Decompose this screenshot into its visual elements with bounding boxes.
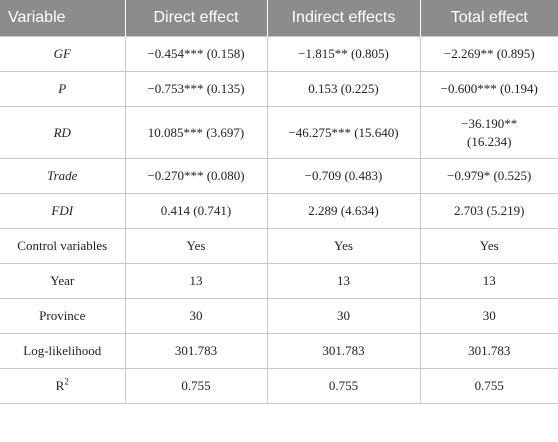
cell-total: 301.783 [419,333,558,369]
header-total-effect: Total effect [420,0,558,37]
r-squared-label: R [55,378,65,393]
cell-indirect: 301.783 [266,333,421,369]
header-variable: Variable [0,0,126,37]
table-row: Province 30 30 30 [0,298,558,334]
cell-indirect: Yes [266,228,421,264]
r-squared-superscript: 2 [64,376,69,387]
cell-direct: 301.783 [124,333,268,369]
row-label: Province [0,298,126,334]
row-label: Trade [0,158,126,194]
cell-direct: 0.755 [124,368,268,404]
table-row: Control variables Yes Yes Yes [0,228,558,264]
row-label: FDI [0,193,126,229]
cell-direct: −0.270*** (0.080) [124,158,268,194]
header-indirect-effects: Indirect effects [267,0,421,37]
cell-indirect: 13 [266,263,421,299]
cell-direct: Yes [124,228,268,264]
cell-indirect: 30 [266,298,421,334]
table-row: R2 0.755 0.755 0.755 [0,368,558,404]
cell-total: 13 [419,263,558,299]
cell-total: 30 [419,298,558,334]
row-label: P [0,71,126,107]
row-label: RD [0,106,126,159]
header-direct-effect: Direct effect [125,0,268,37]
row-label: R2 [0,368,126,404]
cell-indirect: 0.755 [266,368,421,404]
table-row: RD 10.085*** (3.697) −46.275*** (15.640)… [0,106,558,159]
table-row: P −0.753*** (0.135) 0.153 (0.225) −0.600… [0,71,558,107]
table-row: Year 13 13 13 [0,263,558,299]
table-row: GF −0.454*** (0.158) −1.815** (0.805) −2… [0,36,558,72]
cell-total: −0.600*** (0.194) [419,71,558,107]
cell-total: −2.269** (0.895) [419,36,558,72]
cell-indirect: −46.275*** (15.640) [266,106,421,159]
row-label: Control variables [0,228,126,264]
row-label: Year [0,263,126,299]
effects-table: Variable Direct effect Indirect effects … [0,0,558,404]
cell-direct: 0.414 (0.741) [124,193,268,229]
cell-direct: 30 [124,298,268,334]
header-row: Variable Direct effect Indirect effects … [0,0,558,37]
table-row: Log-likelihood 301.783 301.783 301.783 [0,333,558,369]
table-row: FDI 0.414 (0.741) 2.289 (4.634) 2.703 (5… [0,193,558,229]
cell-direct: −0.454*** (0.158) [124,36,268,72]
cell-direct: 10.085*** (3.697) [124,106,268,159]
cell-direct: −0.753*** (0.135) [124,71,268,107]
cell-total: Yes [419,228,558,264]
cell-total: −36.190** (16.234) [419,106,558,159]
cell-indirect: 0.153 (0.225) [266,71,421,107]
cell-indirect: 2.289 (4.634) [266,193,421,229]
cell-total: −0.979* (0.525) [419,158,558,194]
cell-indirect: −1.815** (0.805) [266,36,421,72]
table-row: Trade −0.270*** (0.080) −0.709 (0.483) −… [0,158,558,194]
cell-total: 2.703 (5.219) [419,193,558,229]
cell-indirect: −0.709 (0.483) [266,158,421,194]
row-label: Log-likelihood [0,333,126,369]
cell-direct: 13 [124,263,268,299]
cell-total: 0.755 [419,368,558,404]
row-label: GF [0,36,126,72]
